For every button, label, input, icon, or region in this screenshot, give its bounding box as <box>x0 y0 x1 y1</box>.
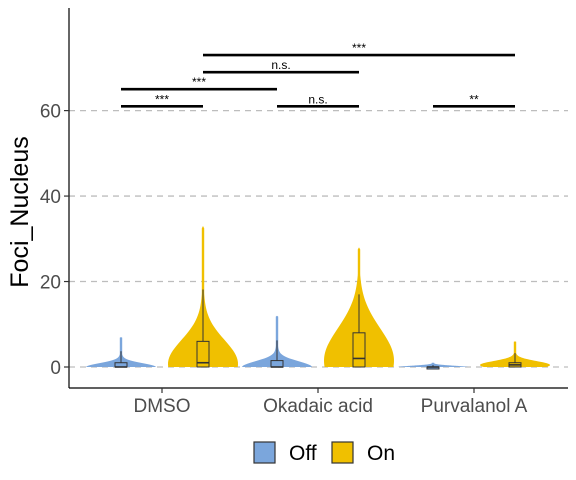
violin-purvalanol-a-off <box>398 362 468 367</box>
box-okadaic-acid-on <box>352 332 366 368</box>
legend-key-off <box>253 441 276 464</box>
bracket-label-1: n.s. <box>308 92 327 106</box>
axes: 0 20 40 60 DMSO Okadaic acid Purvalanol A <box>40 8 568 417</box>
y-tick-label: 60 <box>40 102 61 123</box>
violins <box>86 225 550 370</box>
bracket-label-4: n.s. <box>271 58 290 72</box>
bracket-label-3: *** <box>192 75 206 89</box>
legend: Off On <box>253 441 395 465</box>
x-tick-label: Okadaic acid <box>263 396 373 417</box>
x-tick-label: DMSO <box>134 396 191 417</box>
bracket-label-2: ** <box>469 92 479 106</box>
box-okadaic-acid-off <box>270 360 284 368</box>
grid-lines <box>69 109 568 368</box>
bracket-label-0: *** <box>155 92 169 106</box>
box-dmso-on <box>196 340 210 368</box>
y-axis-title: Foci_Nucleus <box>6 136 34 287</box>
legend-label-on: On <box>367 442 395 465</box>
y-tick-label: 0 <box>50 358 61 379</box>
y-tick-label: 40 <box>40 187 61 208</box>
x-tick-label: Purvalanol A <box>421 396 528 417</box>
bracket-label-5: *** <box>352 41 366 55</box>
legend-key-on <box>331 441 354 464</box>
legend-label-off: Off <box>289 442 317 465</box>
significance-brackets: *** n.s. *****n.s.*** <box>121 41 515 108</box>
y-tick-label: 20 <box>40 273 61 294</box>
